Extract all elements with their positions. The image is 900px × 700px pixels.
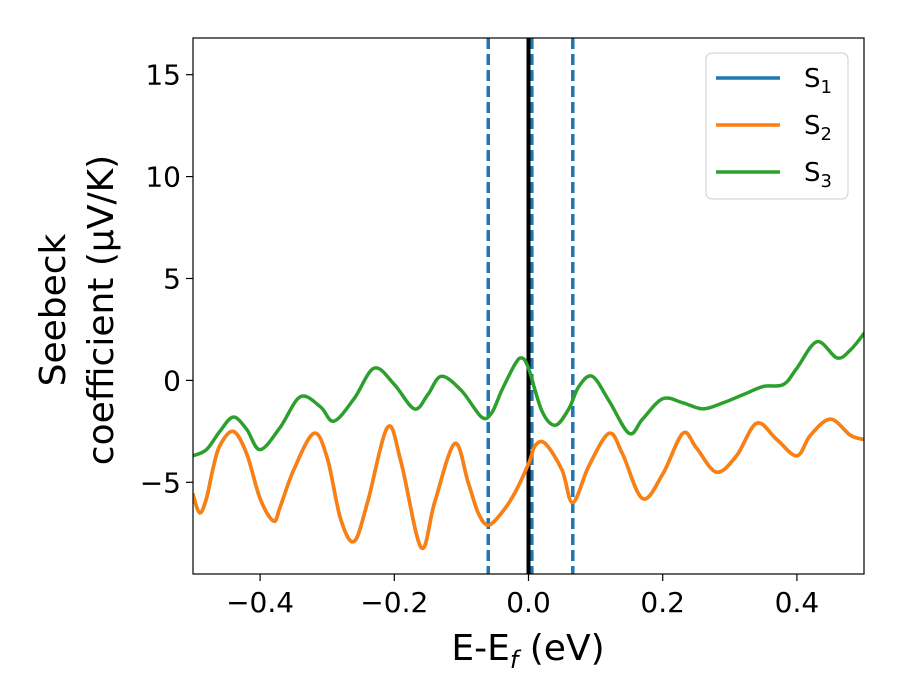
y-axis-ticks: −5 0 5 10 15 — [140, 59, 193, 499]
x-tick-label: 0.2 — [640, 586, 685, 619]
y-axis-label-line1: Seebeck — [33, 233, 74, 386]
y-axis-label-line2: coefficient (μV/K) — [81, 155, 122, 465]
y-tick-label: −5 — [140, 466, 181, 499]
x-axis-ticks: −0.4 −0.2 0.0 0.2 0.4 — [226, 574, 819, 619]
y-tick-label: 0 — [163, 364, 181, 397]
vertical-markers — [486, 38, 575, 574]
x-tick-label: −0.2 — [360, 586, 428, 619]
legend-label-s1: S1 — [804, 64, 832, 98]
y-axis-label: Seebeck coefficient (μV/K) — [33, 155, 122, 465]
series-line-s3 — [193, 331, 864, 458]
x-tick-label: −0.4 — [226, 586, 294, 619]
y-tick-label: 15 — [145, 59, 181, 92]
x-tick-label: 0.4 — [775, 586, 820, 619]
legend-label-s3: S3 — [804, 158, 832, 192]
legend-label-s2: S2 — [804, 111, 832, 145]
series-line-s2 — [193, 417, 864, 550]
x-tick-label: 0.0 — [506, 586, 551, 619]
series-lines — [193, 331, 864, 550]
y-tick-label: 5 — [163, 262, 181, 295]
y-tick-label: 10 — [145, 161, 181, 194]
x-axis-label: E-Ef (eV) — [451, 628, 604, 674]
legend: S1 S2 S3 — [705, 52, 849, 200]
